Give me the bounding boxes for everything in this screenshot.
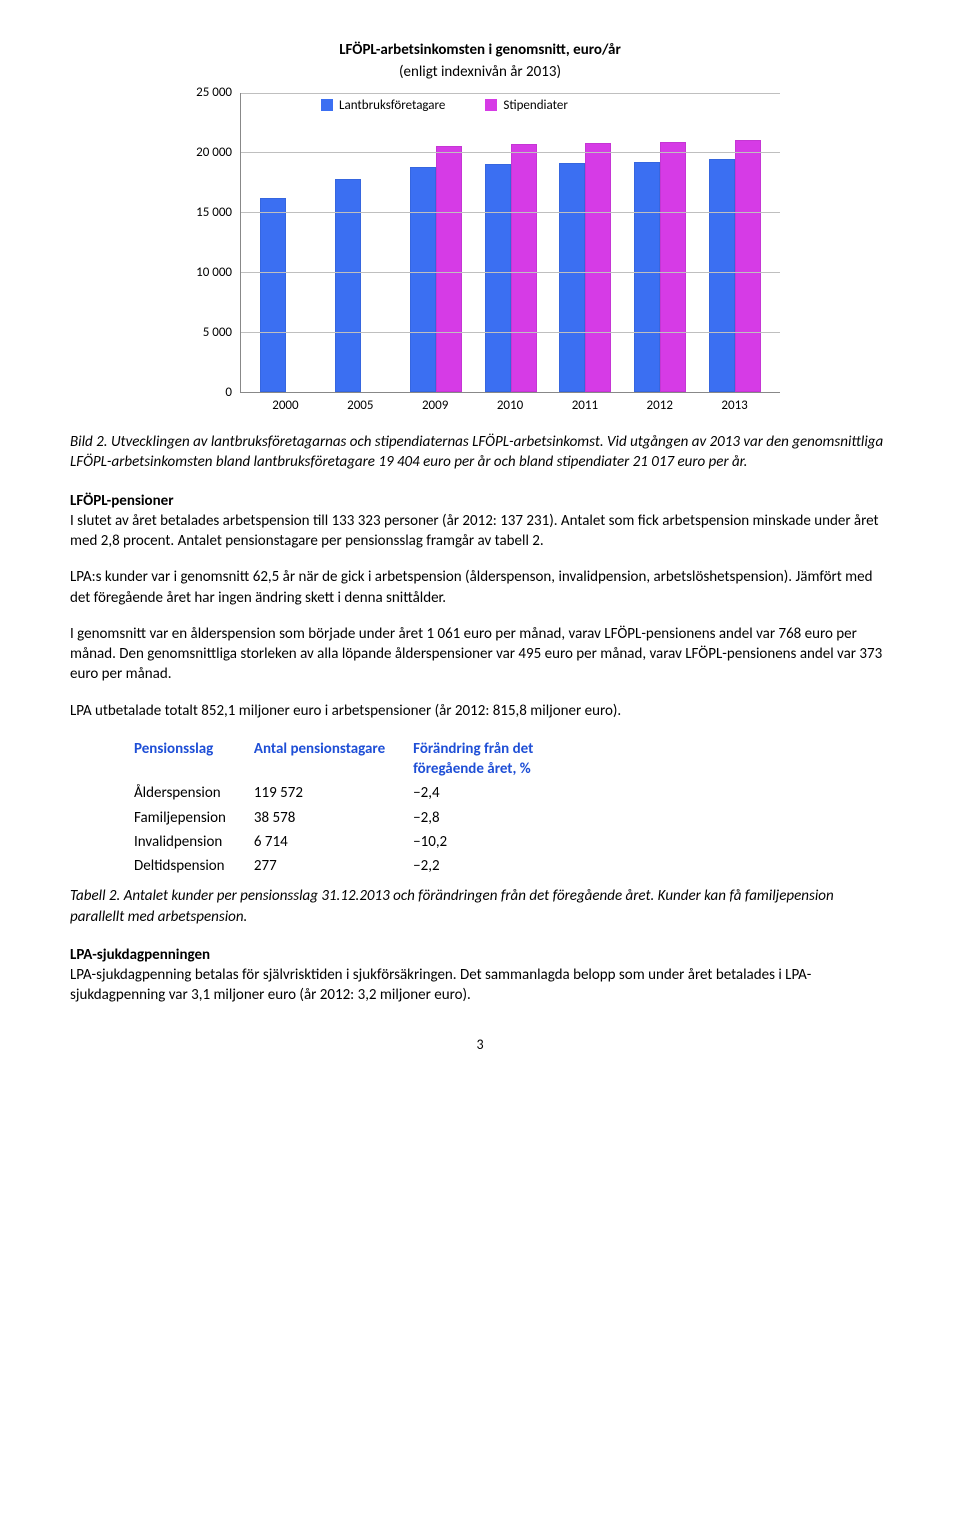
bar (335, 179, 361, 392)
caption-lead: Tabell 2. (70, 887, 120, 905)
bar-group (473, 93, 548, 392)
x-tick-label: 2000 (248, 397, 323, 415)
bar (559, 163, 585, 391)
body-text: LPA utbetalade totalt 852,1 miljoner eur… (70, 701, 890, 721)
section-heading-sjuk: LPA-sjukdagpenningen (70, 945, 890, 965)
body-text: I slutet av året betalades arbetspension… (70, 511, 890, 552)
caption-text: Antalet kunder per pensionsslag 31.12.20… (70, 887, 834, 925)
body-text: LPA:s kunder var i genomsnitt 62,5 år nä… (70, 567, 890, 608)
legend-swatch (321, 99, 333, 111)
y-tick-label: 20 000 (180, 144, 232, 162)
bar (485, 164, 511, 391)
chart-subtitle: (enligt indexnivån år 2013) (70, 62, 890, 82)
y-tick-label: 25 000 (180, 84, 232, 102)
bar (260, 198, 286, 392)
cell-name: Familjepension (120, 806, 240, 830)
caption-text: Utvecklingen av lantbruksföretagarnas oc… (70, 433, 883, 471)
x-tick-label: 2010 (473, 397, 548, 415)
legend-swatch (485, 99, 497, 111)
table-caption: Tabell 2. Antalet kunder per pensionssla… (70, 886, 890, 927)
bar (735, 140, 761, 391)
x-tick-label: 2011 (547, 397, 622, 415)
cell-name: Ålderspension (120, 781, 240, 805)
table-row: Invalidpension6 714−10,2 (120, 830, 547, 854)
x-tick-label: 2012 (622, 397, 697, 415)
legend-label: Lantbruksföretagare (339, 97, 445, 115)
table-row: Deltidspension277−2,2 (120, 854, 547, 878)
cell-change: −2,4 (399, 781, 547, 805)
bar-group (324, 93, 399, 392)
bar-group (697, 93, 772, 392)
bar (634, 162, 660, 392)
cell-count: 277 (240, 854, 399, 878)
legend-label: Stipendiater (503, 97, 567, 115)
y-tick-label: 5 000 (180, 324, 232, 342)
chart-legend: Lantbruksföretagare Stipendiater (321, 97, 568, 115)
y-tick-label: 10 000 (180, 264, 232, 282)
bar-group (398, 93, 473, 392)
cell-count: 38 578 (240, 806, 399, 830)
x-tick-label: 2009 (398, 397, 473, 415)
y-tick-label: 0 (180, 384, 232, 402)
bar-chart: 05 00010 00015 00020 00025 000 Lantbruks… (180, 93, 780, 415)
bar (660, 142, 686, 392)
legend-item: Lantbruksföretagare (321, 97, 445, 115)
bar (709, 159, 735, 391)
bar (511, 144, 537, 392)
bar-group (548, 93, 623, 392)
bar (436, 146, 462, 391)
cell-change: −2,8 (399, 806, 547, 830)
x-tick-label: 2005 (323, 397, 398, 415)
body-text: I genomsnitt var en ålderspension som bö… (70, 624, 890, 685)
chart-y-axis: 05 00010 00015 00020 00025 000 (180, 93, 240, 393)
chart-plot: Lantbruksföretagare Stipendiater (240, 93, 780, 393)
cell-count: 119 572 (240, 781, 399, 805)
x-tick-label: 2013 (697, 397, 772, 415)
pension-table: Pensionsslag Antal pensionstagare Föränd… (120, 737, 547, 879)
cell-change: −10,2 (399, 830, 547, 854)
bar (410, 167, 436, 392)
body-text: LPA-sjukdagpenning betalas för självrisk… (70, 965, 890, 1006)
cell-change: −2,2 (399, 854, 547, 878)
section-heading-pensioner: LFÖPL-pensioner (70, 491, 890, 511)
legend-item: Stipendiater (485, 97, 567, 115)
page-number: 3 (70, 1036, 890, 1055)
table-header: Antal pensionstagare (240, 737, 399, 782)
y-tick-label: 15 000 (180, 204, 232, 222)
chart-x-axis: 2000200520092010201120122013 (240, 393, 780, 415)
caption-lead: Bild 2. (70, 433, 108, 451)
bar-group (249, 93, 324, 392)
table-row: Ålderspension119 572−2,4 (120, 781, 547, 805)
cell-name: Invalidpension (120, 830, 240, 854)
cell-count: 6 714 (240, 830, 399, 854)
table-row: Familjepension38 578−2,8 (120, 806, 547, 830)
table-header: Pensionsslag (120, 737, 240, 782)
chart-title: LFÖPL-arbetsinkomsten i genomsnitt, euro… (70, 40, 890, 60)
figure-caption: Bild 2. Utvecklingen av lantbruksföretag… (70, 432, 890, 473)
cell-name: Deltidspension (120, 854, 240, 878)
bar (585, 143, 611, 392)
table-header: Förändring från det föregående året, % (399, 737, 547, 782)
bar-group (623, 93, 698, 392)
